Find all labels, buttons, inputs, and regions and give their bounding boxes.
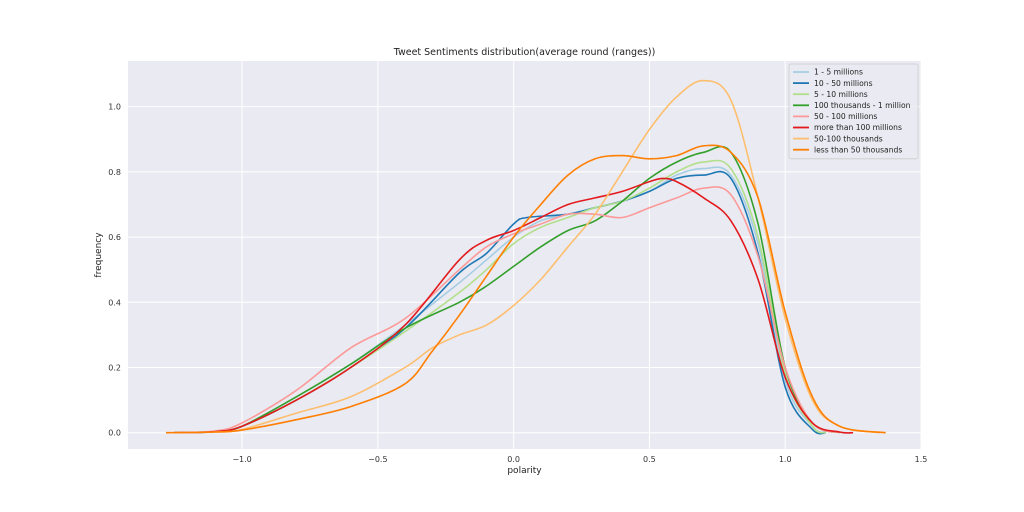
y-tick-label: 1.0 (108, 103, 121, 112)
series-lines (165, 79, 886, 435)
series-line-4 (174, 145, 840, 434)
x-tick-label: −0.5 (368, 455, 387, 464)
legend-label: less than 50 thousands (814, 145, 902, 154)
grid (128, 61, 922, 449)
y-tick-label: 0.6 (108, 233, 121, 242)
series-line-8 (165, 144, 886, 434)
legend-label: 1 - 5 millions (814, 68, 863, 77)
legend-label: 100 thousands - 1 million (814, 101, 911, 110)
legend-label: more than 100 millions (814, 123, 902, 132)
legend-label: 50 - 100 millions (814, 112, 877, 121)
x-tick-labels: −1.0 −0.5 0.0 0.5 1.0 1.5 (232, 455, 927, 464)
x-tick-label: 1.5 (915, 455, 928, 464)
x-tick-label: 0.0 (507, 455, 520, 464)
x-axis-label: polarity (507, 466, 542, 476)
y-tick-labels: 0.0 0.2 0.4 0.6 0.8 1.0 (108, 103, 121, 438)
y-tick-label: 0.8 (108, 168, 121, 177)
x-tick-label: 0.5 (643, 455, 656, 464)
y-tick-label: 0.4 (108, 298, 121, 307)
chart-title: Tweet Sentiments distribution(average ro… (393, 47, 656, 58)
legend-label: 50-100 thousands (814, 134, 883, 143)
y-tick-label: 0.0 (108, 429, 121, 438)
y-tick-label: 0.2 (108, 363, 121, 372)
legend: 1 - 5 millions 10 - 50 millions 5 - 10 mil… (788, 63, 919, 160)
series-line-5 (174, 186, 840, 434)
legend-label: 10 - 50 millions (814, 79, 873, 88)
y-axis-label: frequency (94, 232, 104, 278)
x-tick-label: 1.0 (779, 455, 792, 464)
x-tick-label: −1.0 (232, 455, 251, 464)
series-line-6 (174, 177, 854, 434)
series-line-7 (174, 79, 881, 434)
legend-label: 5 - 10 millions (814, 90, 868, 99)
legend-box (788, 63, 919, 160)
